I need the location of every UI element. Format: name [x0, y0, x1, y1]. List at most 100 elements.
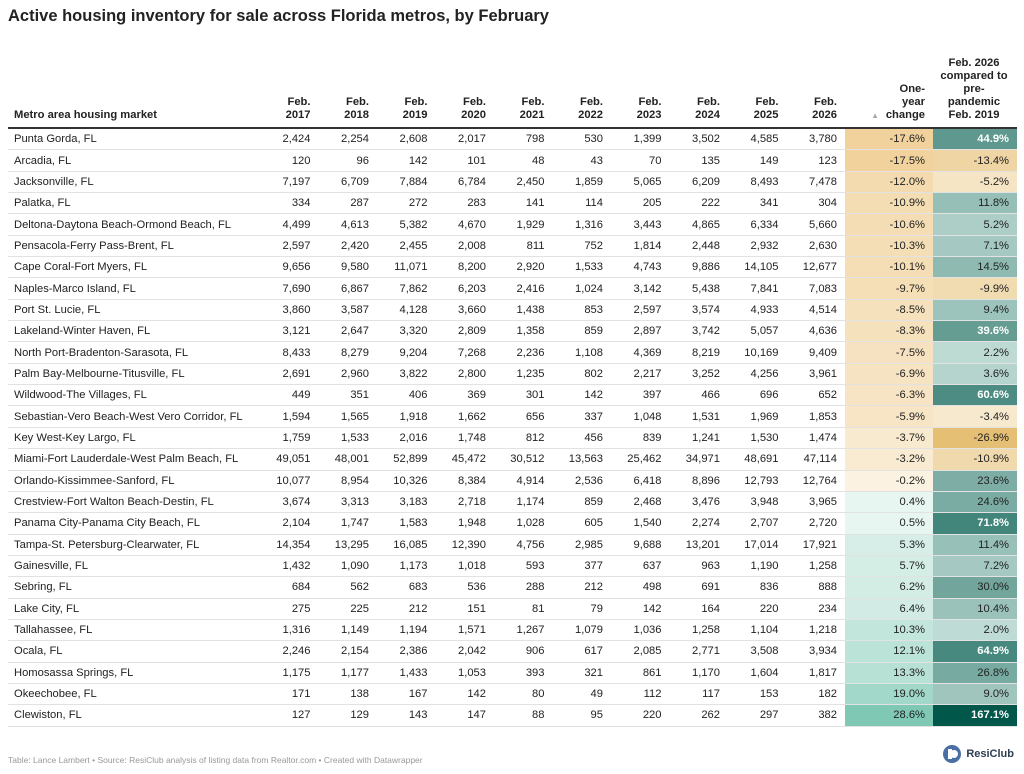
change-cell: 26.8% — [933, 662, 1017, 684]
inventory-cell: 16,085 — [377, 534, 436, 556]
metro-name: Clewiston, FL — [8, 704, 260, 727]
column-header: Feb. 2026 compared to pre-pandemic Feb. … — [933, 44, 1017, 129]
inventory-cell: 617 — [552, 640, 611, 663]
inventory-cell: 1,853 — [786, 405, 845, 428]
metro-name: Arcadia, FL — [8, 149, 260, 172]
inventory-cell: 1,759 — [260, 427, 319, 450]
inventory-cell: 2,718 — [435, 491, 494, 514]
inventory-cell: 149 — [728, 149, 787, 172]
inventory-cell: 752 — [552, 235, 611, 258]
column-header: Feb. 2022 — [552, 44, 611, 129]
inventory-cell: 4,514 — [786, 299, 845, 322]
inventory-cell: 262 — [669, 704, 728, 727]
inventory-cell: 12,793 — [728, 470, 787, 492]
change-cell: 13.3% — [845, 662, 933, 684]
inventory-cell: 13,295 — [318, 534, 377, 556]
inventory-cell: 1,474 — [786, 427, 845, 450]
column-header: ▲ One-year change — [845, 44, 933, 129]
inventory-cell: 3,742 — [669, 320, 728, 343]
inventory-cell: 1,079 — [552, 619, 611, 642]
inventory-cell: 13,563 — [552, 448, 611, 471]
inventory-cell: 1,565 — [318, 405, 377, 428]
inventory-cell: 8,200 — [435, 256, 494, 279]
inventory-cell: 3,587 — [318, 299, 377, 322]
metro-name: Naples-Marco Island, FL — [8, 277, 260, 300]
change-cell: 44.9% — [933, 128, 1017, 151]
inventory-cell: 4,585 — [728, 128, 787, 151]
change-cell: 5.2% — [933, 213, 1017, 236]
metro-name: Jacksonville, FL — [8, 171, 260, 194]
change-cell: 6.2% — [845, 576, 933, 599]
inventory-cell: 1,175 — [260, 662, 319, 684]
inventory-cell: 48,001 — [318, 448, 377, 471]
inventory-cell: 117 — [669, 683, 728, 706]
inventory-cell: 2,630 — [786, 235, 845, 258]
change-cell: -13.4% — [933, 149, 1017, 172]
metro-name: Port St. Lucie, FL — [8, 299, 260, 322]
inventory-cell: 7,083 — [786, 277, 845, 300]
change-cell: -6.3% — [845, 384, 933, 407]
footer: Table: Lance Lambert • Source: ResiClub … — [8, 755, 423, 765]
inventory-cell: 45,472 — [435, 448, 494, 471]
inventory-cell: 2,236 — [494, 341, 553, 364]
inventory-cell: 456 — [552, 427, 611, 450]
inventory-cell: 2,008 — [435, 235, 494, 258]
change-cell: 10.4% — [933, 598, 1017, 620]
column-header-text: Feb. 2022 — [578, 96, 603, 121]
change-cell: -10.1% — [845, 256, 933, 279]
inventory-cell: 2,448 — [669, 235, 728, 258]
inventory-cell: 1,583 — [377, 512, 436, 535]
header-row: Metro area housing market Feb. 2017 Feb. 2… — [8, 44, 1017, 129]
inventory-cell: 153 — [728, 683, 787, 706]
inventory-cell: 2,707 — [728, 512, 787, 535]
inventory-cell: 43 — [552, 149, 611, 172]
inventory-cell: 859 — [552, 491, 611, 514]
column-header: Feb. 2019 — [377, 44, 436, 129]
table-row: Orlando-Kissimmee-Sanford, FL 10,077 8,954… — [8, 470, 1017, 492]
metro-name: Cape Coral-Fort Myers, FL — [8, 256, 260, 279]
inventory-cell: 1,432 — [260, 555, 319, 578]
inventory-cell: 861 — [611, 662, 670, 684]
inventory-cell: 52,899 — [377, 448, 436, 471]
metro-name: Lakeland-Winter Haven, FL — [8, 320, 260, 343]
inventory-cell: 8,954 — [318, 470, 377, 492]
inventory-cell: 142 — [377, 149, 436, 172]
change-cell: 60.6% — [933, 384, 1017, 407]
inventory-cell: 1,969 — [728, 405, 787, 428]
inventory-cell: 1,024 — [552, 277, 611, 300]
table-row: Key West-Key Largo, FL 1,759 1,533 2,016 1,7… — [8, 427, 1017, 450]
inventory-cell: 6,418 — [611, 470, 670, 492]
inventory-cell: 3,313 — [318, 491, 377, 514]
inventory-cell: 4,636 — [786, 320, 845, 343]
inventory-cell: 2,985 — [552, 534, 611, 556]
inventory-cell: 220 — [728, 598, 787, 620]
inventory-cell: 17,014 — [728, 534, 787, 556]
inventory-cell: 7,841 — [728, 277, 787, 300]
inventory-cell: 2,017 — [435, 128, 494, 151]
inventory-cell: 963 — [669, 555, 728, 578]
inventory-cell: 112 — [611, 683, 670, 706]
inventory-cell: 151 — [435, 598, 494, 620]
column-header: Feb. 2025 — [728, 44, 787, 129]
inventory-cell: 1,594 — [260, 405, 319, 428]
inventory-cell: 5,057 — [728, 320, 787, 343]
inventory-cell: 225 — [318, 598, 377, 620]
table-row: Sebring, FL 684 562 683 536 288 212 498 691 836 88… — [8, 576, 1017, 599]
inventory-cell: 120 — [260, 149, 319, 172]
change-cell: -10.9% — [845, 192, 933, 215]
inventory-cell: 798 — [494, 128, 553, 151]
inventory-cell: 6,709 — [318, 171, 377, 194]
table-row: Sebastian-Vero Beach-West Vero Corridor,… — [8, 405, 1017, 428]
table-row: Cape Coral-Fort Myers, FL 9,656 9,580 11,07… — [8, 256, 1017, 279]
column-header-text: Metro area housing market — [14, 109, 157, 121]
inventory-cell: 3,961 — [786, 363, 845, 386]
table-row: Gainesville, FL 1,432 1,090 1,173 1,018 593 37… — [8, 555, 1017, 578]
column-header: Feb. 2020 — [435, 44, 494, 129]
column-header-text: Feb. 2025 — [753, 96, 779, 121]
inventory-cell: 2,597 — [260, 235, 319, 258]
logo-icon — [943, 745, 962, 763]
inventory-cell: 4,256 — [728, 363, 787, 386]
inventory-cell: 2,104 — [260, 512, 319, 535]
inventory-cell: 3,948 — [728, 491, 787, 514]
inventory-cell: 1,235 — [494, 363, 553, 386]
